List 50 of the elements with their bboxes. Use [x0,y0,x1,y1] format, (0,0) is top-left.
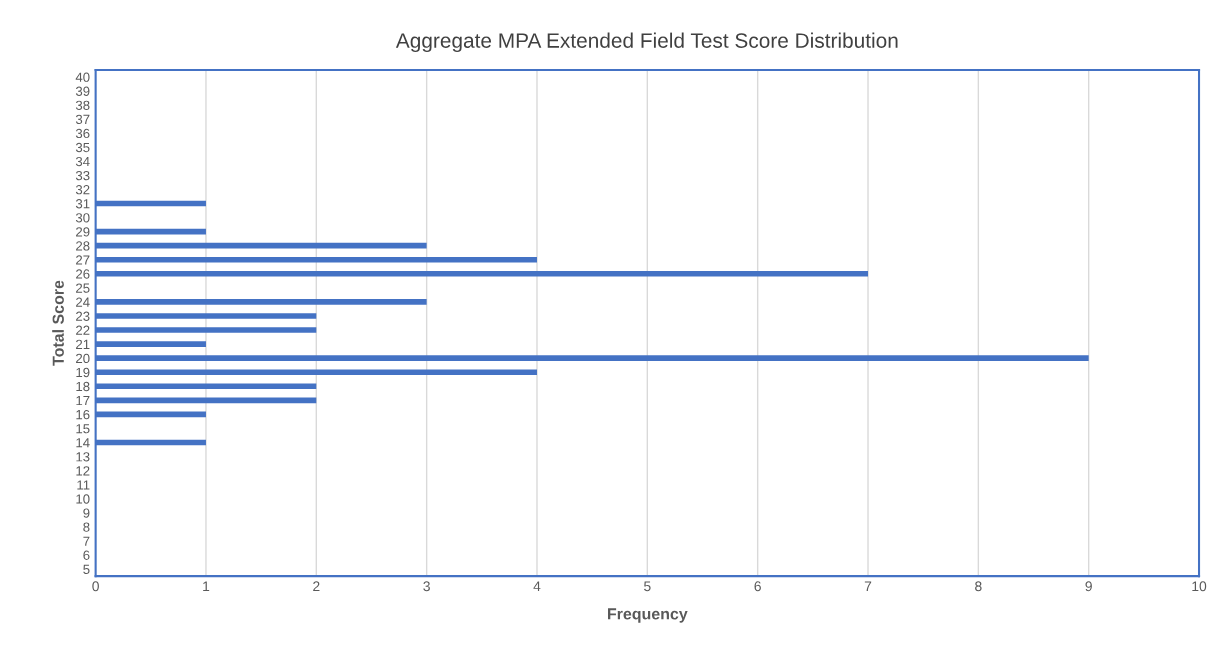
y-tick-label: 30 [75,213,90,223]
x-tick-label: 1 [203,581,210,592]
y-tick-label: 11 [77,480,90,490]
y-tick-label: 9 [83,508,90,518]
y-tick-label: 13 [76,452,90,462]
y-tick-label: 19 [76,367,90,378]
y-tick-label: 28 [76,241,90,251]
y-tick-label: 34 [75,156,90,167]
y-tick-label: 26 [76,269,90,279]
y-tick-label: 33 [75,170,90,181]
y-tick-label: 18 [76,381,90,392]
y-tick-label: 20 [76,353,90,364]
x-tick-label: 10 [1192,581,1207,592]
y-tick-label: 10 [76,494,90,504]
x-tick-label: 5 [644,581,651,592]
y-tick-label: 32 [75,185,90,195]
x-tick-label: 0 [92,581,99,592]
x-tick-label: 6 [754,581,761,592]
y-tick-label: 14 [76,438,90,448]
y-tick-label: 31 [75,199,90,209]
y-tick-label: 23 [76,311,90,321]
x-tick-label: 8 [975,581,982,592]
x-tick-label: 7 [864,581,872,592]
y-tick-label: 22 [76,325,90,335]
x-tick-label: 4 [533,581,541,592]
y-tick-label: 38 [75,100,90,110]
y-tick-label: 8 [83,522,90,532]
y-tick-label: 6 [83,550,90,560]
y-tick-label: 36 [75,128,90,139]
y-tick-label: 5 [83,564,90,574]
y-tick-label: 29 [76,227,90,237]
x-tick-label: 2 [313,581,320,592]
y-tick-label: 27 [76,255,90,265]
y-tick-label: 15 [76,424,90,434]
y-tick-label: 21 [76,339,90,349]
y-tick-label: 40 [75,72,90,82]
x-tick-label: 3 [423,581,430,592]
x-tick-label: 9 [1085,581,1092,592]
y-axis-title: Total Score [52,280,64,366]
y-tick-label: 24 [76,297,90,307]
y-tick-label: 16 [76,409,90,420]
y-tick-label: 12 [76,466,90,476]
y-tick-label: 17 [76,396,90,406]
x-axis-title: Frequency [608,608,688,623]
y-tick-label: 37 [75,114,90,125]
y-tick-label: 7 [83,536,90,546]
y-tick-label: 25 [76,283,90,293]
y-tick-label: 39 [75,86,90,96]
chart-title: Aggregate MPA Extended Field Test Score Distribution [395,32,898,53]
y-tick-label: 35 [75,142,90,153]
